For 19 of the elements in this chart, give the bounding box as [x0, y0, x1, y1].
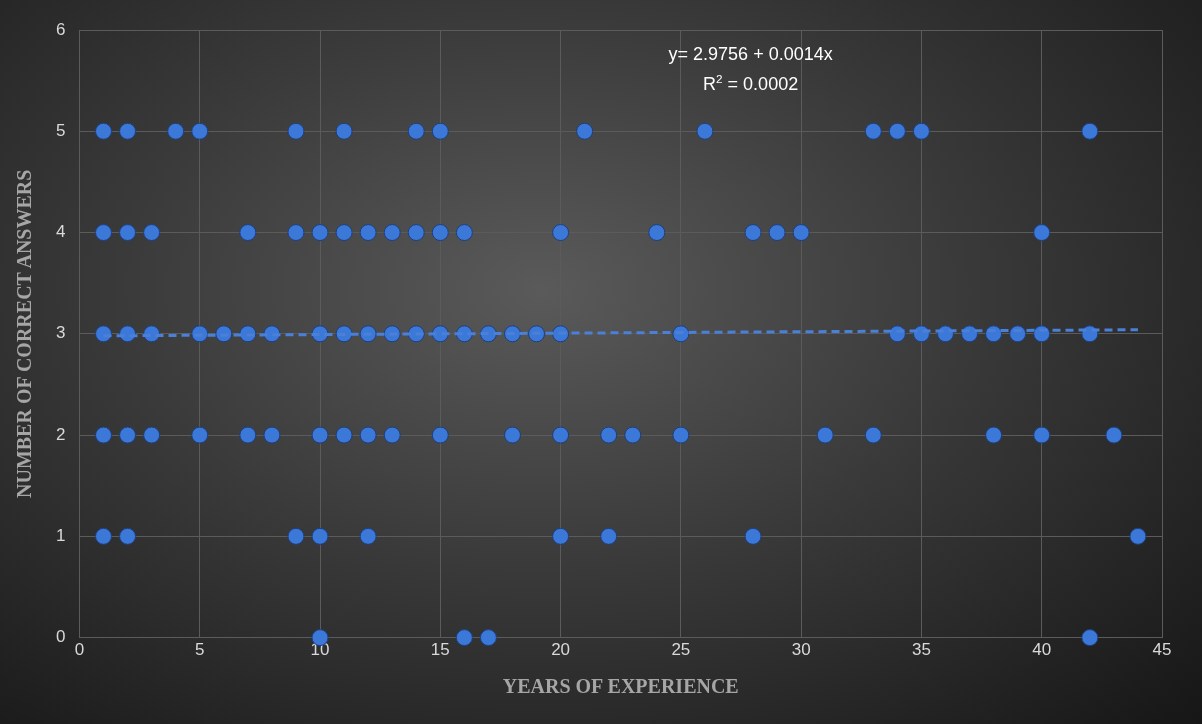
x-tick-label: 30: [791, 640, 811, 660]
y-tick-label: 1: [55, 526, 66, 546]
x-tick-label: 0: [74, 640, 85, 660]
y-tick-label: 6: [55, 19, 66, 39]
y-tick-label: 5: [55, 120, 66, 140]
annotation: y= 2.9756 + 0.0014x: [668, 44, 833, 64]
x-tick-label: 15: [430, 640, 450, 660]
x-tick-label: 35: [911, 640, 931, 660]
x-axis-title: YEARS OF EXPERIENCE: [502, 675, 739, 698]
y-tick-label: 0: [55, 627, 66, 647]
x-tick-label: 40: [1032, 640, 1052, 660]
x-tick-label: 25: [671, 640, 691, 660]
x-tick-label: 5: [195, 640, 205, 660]
x-tick-label: 20: [551, 640, 571, 660]
y-tick-label: 4: [55, 222, 66, 242]
y-tick-label: 2: [55, 424, 66, 444]
y-axis-title: NUMBER OF CORRECT ANSWERS: [13, 169, 36, 498]
x-tick-label: 45: [1152, 640, 1172, 660]
y-tick-label: 3: [55, 323, 66, 343]
